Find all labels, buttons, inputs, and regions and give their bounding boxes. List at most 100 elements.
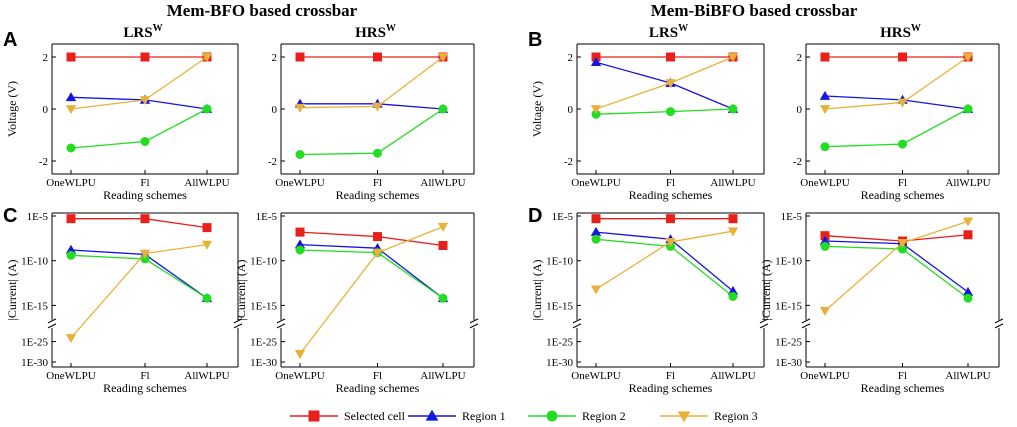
- chart-title: HRSW: [355, 23, 396, 41]
- legend-marker-square: [308, 410, 320, 422]
- data-point-selected-cell: [591, 52, 601, 62]
- legend-item-region-2: Region 2: [528, 409, 626, 423]
- data-point-region-2: [438, 104, 448, 114]
- data-point-region-2: [728, 291, 738, 301]
- legend-label: Region 1: [462, 409, 506, 423]
- data-point-region-1: [294, 239, 306, 249]
- data-point-region-1: [590, 57, 602, 67]
- axis-break-mark: [572, 318, 582, 324]
- data-point-region-1: [962, 286, 974, 296]
- axis-break-mark: [801, 318, 811, 324]
- data-point-selected-cell: [202, 223, 212, 233]
- data-point-region-3: [139, 96, 151, 106]
- axis-break-gap: [233, 320, 243, 327]
- x-tick-label: Fl: [373, 370, 382, 382]
- y-tick-label: 1E-25: [775, 337, 802, 349]
- y-tick-label: 1E-10: [546, 256, 573, 268]
- data-point-region-2: [66, 250, 76, 260]
- series-region-3: [819, 217, 974, 317]
- series-region-1: [294, 239, 449, 303]
- data-point-selected-cell: [66, 52, 76, 62]
- data-point-region-3: [962, 217, 974, 227]
- axis-break-mark: [469, 318, 479, 324]
- series-region-2: [591, 234, 738, 301]
- y-tick-label: 1E-10: [250, 256, 277, 268]
- y-tick-label: 0: [43, 104, 49, 116]
- x-tick-label: AllWLPU: [184, 177, 229, 189]
- data-point-region-3: [727, 227, 739, 237]
- data-point-region-1: [590, 226, 602, 236]
- series-region-3: [65, 240, 213, 344]
- series-line-region-2: [299, 108, 444, 156]
- axis-break-mark: [801, 323, 811, 329]
- data-point-selected-cell: [820, 231, 830, 241]
- axis-break-gap: [469, 320, 479, 327]
- legend-label: Region 3: [714, 409, 758, 423]
- y-tick-label: 1E-15: [775, 300, 802, 312]
- y-tick-label: 1E-25: [21, 337, 48, 349]
- data-point-region-3: [372, 102, 383, 112]
- series-line-region-3: [824, 56, 969, 110]
- series-line-selected-cell: [71, 218, 208, 229]
- data-point-region-3: [897, 238, 908, 248]
- x-tick-label: Fl: [140, 370, 149, 382]
- series-selected-cell: [295, 227, 448, 251]
- series-region-3: [294, 53, 449, 113]
- series-region-3: [65, 53, 213, 115]
- panel-letter-a: A: [3, 29, 17, 51]
- data-point-selected-cell: [295, 52, 305, 62]
- y-tick-label: 2: [797, 52, 803, 64]
- axis-break-mark: [276, 318, 286, 324]
- data-point-region-3: [294, 350, 306, 360]
- data-point-region-2: [728, 104, 738, 114]
- x-tick-label: OneWLPU: [800, 370, 850, 382]
- y-axis-label: |Current| (A): [530, 259, 544, 320]
- series-line-region-1: [70, 249, 208, 299]
- series-region-1: [294, 98, 449, 113]
- y-tick-label: 1E-5: [552, 211, 574, 223]
- series-region-2: [295, 104, 448, 159]
- legend: Selected cell Region 1 Region 2 Region 3: [290, 409, 758, 423]
- series-line-region-2: [70, 108, 208, 149]
- data-point-region-2: [898, 244, 907, 254]
- data-point-selected-cell: [666, 214, 675, 224]
- y-tick-label: -2: [268, 156, 277, 168]
- y-axis-label: |Current| (A): [759, 259, 773, 320]
- chart-title-superscript: W: [911, 23, 921, 34]
- chart-title: LRSW: [649, 23, 688, 41]
- data-point-region-3: [294, 103, 306, 113]
- series-selected-cell: [820, 52, 973, 62]
- data-point-selected-cell: [295, 227, 305, 237]
- chart-title-main: LRS: [123, 25, 152, 41]
- data-point-selected-cell: [963, 230, 973, 240]
- y-tick-label: -2: [793, 156, 802, 168]
- series-region-2: [820, 104, 973, 152]
- y-tick-label: 1E-15: [21, 300, 48, 312]
- chart-title-main: HRS: [355, 25, 386, 41]
- x-tick-label: OneWLPU: [800, 177, 850, 189]
- axis-break-mark: [276, 323, 286, 329]
- y-tick-label: 1E-5: [256, 211, 278, 223]
- x-tick-label: Fl: [140, 177, 149, 189]
- y-tick-label: 0: [797, 104, 803, 116]
- data-point-region-3: [437, 53, 449, 63]
- data-point-region-3: [437, 222, 449, 232]
- chart-title-main: LRS: [649, 25, 678, 41]
- y-tick-label: 1E-10: [775, 256, 802, 268]
- panel-letter-d: D: [528, 205, 542, 227]
- panel-letter-b: B: [528, 29, 542, 51]
- series-selected-cell: [591, 52, 738, 62]
- axis-break-mark: [47, 323, 57, 329]
- series-region-1: [819, 235, 974, 296]
- data-point-region-3: [65, 334, 77, 344]
- y-tick-label: 2: [272, 52, 278, 64]
- axis-break-mark: [572, 323, 582, 329]
- data-point-region-3: [962, 53, 974, 63]
- axis-break-mark: [759, 323, 769, 329]
